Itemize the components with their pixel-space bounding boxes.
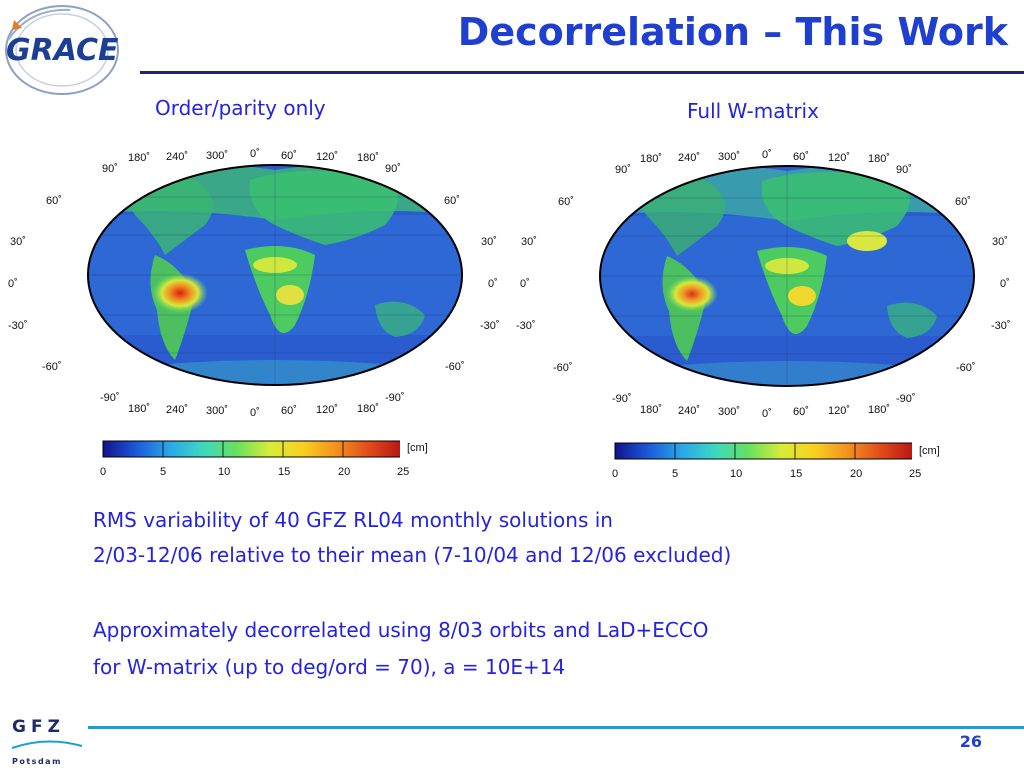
left-map-caption: Order/parity only (155, 96, 326, 120)
colorbar-tick: 15 (790, 468, 803, 480)
colorbar-tick: 10 (730, 468, 743, 480)
lon-label: 120˚ (828, 405, 851, 417)
lat-label: -60˚ (956, 362, 976, 374)
colorbar-unit: [cm] (919, 445, 940, 457)
grace-logo: GRACE (5, 5, 119, 95)
header-divider (140, 71, 1024, 74)
lat-label: 0˚ (1000, 278, 1010, 290)
lat-label: 60˚ (444, 195, 460, 207)
lat-label: -90˚ (385, 392, 405, 404)
lat-label: 0˚ (8, 278, 18, 290)
lon-label: 240˚ (678, 152, 701, 164)
lat-label: -30˚ (991, 320, 1011, 332)
lon-label: 120˚ (316, 151, 339, 163)
lon-label: 300˚ (206, 405, 229, 417)
colorbar-tick: 25 (397, 466, 410, 478)
lat-label: 60˚ (955, 196, 971, 208)
colorbar-tick: 10 (218, 466, 231, 478)
lon-label: 180˚ (128, 403, 151, 415)
page-number: 26 (959, 732, 982, 751)
grace-logo-text: GRACE (6, 33, 119, 68)
lon-label: 60˚ (281, 150, 297, 162)
lat-label: 60˚ (558, 196, 574, 208)
lat-label: 90˚ (385, 163, 401, 175)
lon-label: 60˚ (793, 406, 809, 418)
footer-divider (88, 726, 1024, 729)
lat-label: 0˚ (488, 278, 498, 290)
lat-label: 90˚ (896, 164, 912, 176)
lon-label: 0˚ (762, 149, 772, 161)
lat-label: -60˚ (42, 361, 62, 373)
lon-label: 180˚ (640, 153, 663, 165)
lat-label: -30˚ (480, 320, 500, 332)
colorbar-tick: 15 (278, 466, 291, 478)
lon-label: 120˚ (828, 152, 851, 164)
lon-label: 0˚ (250, 148, 260, 160)
right-colorbar-svg (614, 442, 916, 460)
description-line-1: RMS variability of 40 GFZ RL04 monthly s… (93, 508, 613, 532)
lon-label: 300˚ (718, 406, 741, 418)
lat-label: 30˚ (992, 236, 1008, 248)
gfz-logo-text: GFZ (12, 717, 65, 737)
lon-label: 180˚ (640, 404, 663, 416)
colorbar-tick: 0 (100, 466, 107, 478)
colorbar-tick: 5 (672, 468, 679, 480)
colorbar-tick: 20 (850, 468, 863, 480)
left-map (85, 145, 465, 405)
description-line-3: Approximately decorrelated using 8/03 or… (93, 618, 709, 642)
lon-label: 180˚ (128, 152, 151, 164)
lat-label: 30˚ (10, 236, 26, 248)
right-map-caption: Full W-matrix (687, 99, 819, 123)
lat-label: -60˚ (445, 361, 465, 373)
left-map-image (87, 164, 463, 386)
colorbar-unit: [cm] (407, 442, 428, 454)
lon-label: 240˚ (166, 151, 189, 163)
lon-label: 0˚ (250, 407, 260, 419)
left-colorbar (100, 438, 404, 488)
left-colorbar-svg (102, 440, 404, 458)
right-colorbar (612, 440, 916, 490)
lat-label: 30˚ (521, 236, 537, 248)
lon-label: 180˚ (868, 153, 891, 165)
lat-label: 90˚ (615, 164, 631, 176)
lon-label: 180˚ (357, 152, 380, 164)
lat-label: 0˚ (520, 278, 530, 290)
lat-label: 90˚ (102, 163, 118, 175)
lat-label: 30˚ (481, 236, 497, 248)
lat-label: -90˚ (100, 392, 120, 404)
colorbar-tick: 25 (909, 468, 922, 480)
lon-label: 180˚ (357, 403, 380, 415)
lat-label: 60˚ (46, 195, 62, 207)
colorbar-tick: 20 (338, 466, 351, 478)
lon-label: 180˚ (868, 404, 891, 416)
right-map (597, 146, 977, 406)
lon-label: 60˚ (793, 151, 809, 163)
lon-label: 240˚ (678, 405, 701, 417)
lon-label: 300˚ (206, 150, 229, 162)
colorbar-tick: 0 (612, 468, 619, 480)
gfz-logo-subtext: Potsdam (12, 757, 62, 766)
lat-label: -90˚ (612, 393, 632, 405)
right-map-image (599, 165, 975, 387)
page-title: Decorrelation – This Work (457, 10, 1008, 54)
description-line-2: 2/03-12/06 relative to their mean (7-10/… (93, 543, 732, 567)
description-line-4: for W-matrix (up to deg/ord = 70), a = 1… (93, 655, 566, 679)
lon-label: 0˚ (762, 408, 772, 420)
lat-label: -60˚ (553, 362, 573, 374)
lon-label: 240˚ (166, 404, 189, 416)
lon-label: 120˚ (316, 404, 339, 416)
colorbar-tick: 5 (160, 466, 167, 478)
lat-label: -90˚ (896, 393, 916, 405)
lon-label: 300˚ (718, 151, 741, 163)
lon-label: 60˚ (281, 405, 297, 417)
gfz-logo: GFZ Potsdam (11, 717, 83, 766)
lat-label: -30˚ (8, 320, 28, 332)
lat-label: -30˚ (516, 320, 536, 332)
